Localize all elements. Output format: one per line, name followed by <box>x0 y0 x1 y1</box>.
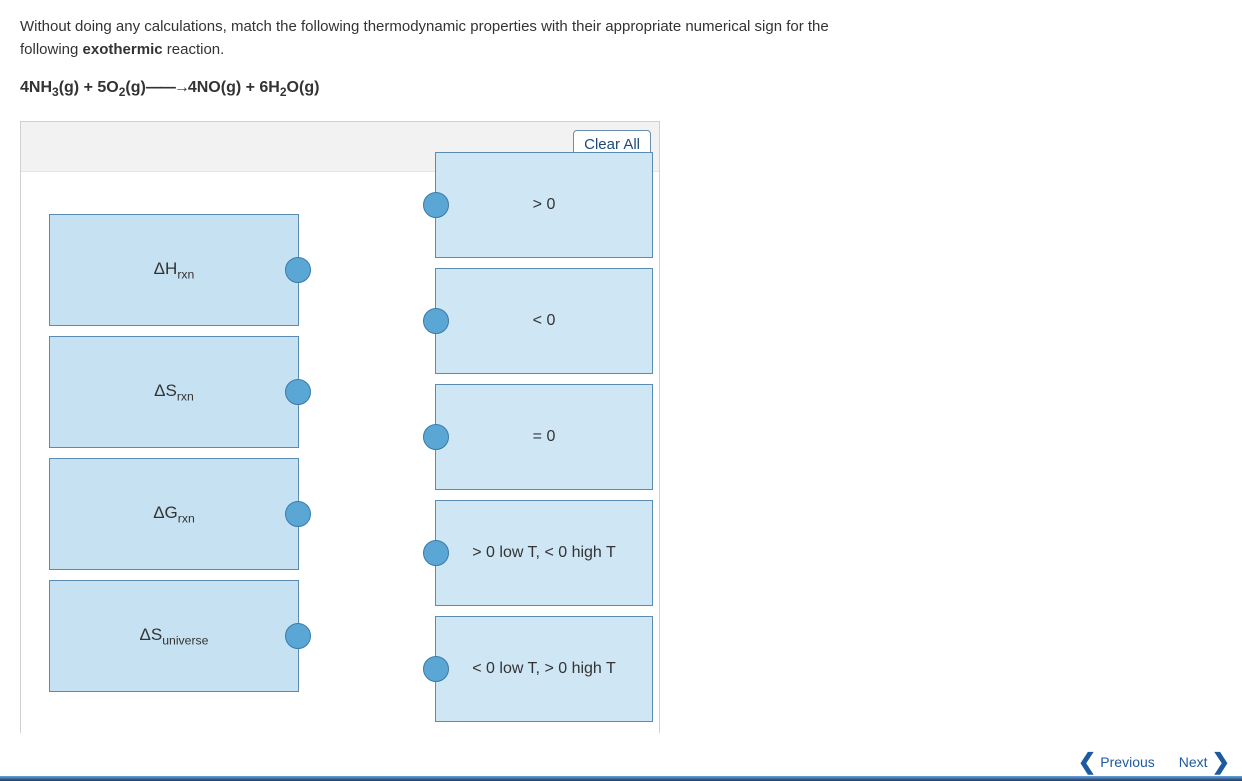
next-label: Next <box>1179 754 1208 770</box>
drop-tile-label: > 0 low T, < 0 high T <box>472 544 616 562</box>
drag-tile-delta-s-rxn[interactable]: ΔSrxn <box>49 336 299 448</box>
connector-socket-icon <box>423 424 449 450</box>
drop-tile-lt-zero[interactable]: < 0 <box>435 268 653 374</box>
connector-socket-icon <box>423 656 449 682</box>
previous-button[interactable]: ❮ Previous <box>1078 751 1155 773</box>
reaction-equation: 4NH3(g) + 5O2(g)——→4NO(g) + 6H2O(g) <box>20 79 1222 99</box>
drag-source-column: ΔHrxn ΔSrxn ΔGrxn ΔSuniverse <box>49 214 299 702</box>
drop-tile-label: < 0 low T, > 0 high T <box>472 660 616 678</box>
connector-knob-icon <box>285 623 311 649</box>
connector-knob-icon <box>285 257 311 283</box>
connector-knob-icon <box>285 501 311 527</box>
nav-bar: ❮ Previous Next ❯ <box>1078 751 1230 773</box>
chevron-right-icon: ❯ <box>1212 751 1230 773</box>
drag-tile-label: ΔGrxn <box>153 503 195 525</box>
drag-tile-label: ΔHrxn <box>154 259 195 281</box>
drag-tile-label: ΔSuniverse <box>140 625 209 647</box>
question-line2-suffix: reaction. <box>163 41 225 58</box>
drop-tile-lt-lowT-gt-highT[interactable]: < 0 low T, > 0 high T <box>435 616 653 722</box>
footer-divider <box>0 776 1242 781</box>
connector-socket-icon <box>423 308 449 334</box>
drag-tile-delta-s-universe[interactable]: ΔSuniverse <box>49 580 299 692</box>
chevron-left-icon: ❮ <box>1078 751 1096 773</box>
drop-tile-label: = 0 <box>533 428 556 446</box>
drop-tile-gt-zero[interactable]: > 0 <box>435 152 653 258</box>
drag-tile-label: ΔSrxn <box>154 381 194 403</box>
drop-tile-eq-zero[interactable]: = 0 <box>435 384 653 490</box>
previous-label: Previous <box>1100 754 1154 770</box>
connector-socket-icon <box>423 540 449 566</box>
drag-tile-delta-g-rxn[interactable]: ΔGrxn <box>49 458 299 570</box>
question-line2-prefix: following <box>20 41 83 58</box>
connector-knob-icon <box>285 379 311 405</box>
drop-target-column: > 0 < 0 = 0 > 0 low T, < 0 high T < 0 low T,… <box>435 152 655 732</box>
drop-tile-label: > 0 <box>533 196 556 214</box>
question-line2-bold: exothermic <box>83 41 163 58</box>
connector-socket-icon <box>423 192 449 218</box>
question-text: Without doing any calculations, match th… <box>20 16 1222 61</box>
question-line1: Without doing any calculations, match th… <box>20 18 829 35</box>
matching-activity: Clear All ΔHrxnΔSrxnΔGrxnΔSuniverse > 0<… <box>20 121 660 733</box>
drop-tile-label: < 0 <box>533 312 556 330</box>
drop-tile-gt-lowT-lt-highT[interactable]: > 0 low T, < 0 high T <box>435 500 653 606</box>
next-button[interactable]: Next ❯ <box>1179 751 1230 773</box>
drag-tile-delta-h-rxn[interactable]: ΔHrxn <box>49 214 299 326</box>
